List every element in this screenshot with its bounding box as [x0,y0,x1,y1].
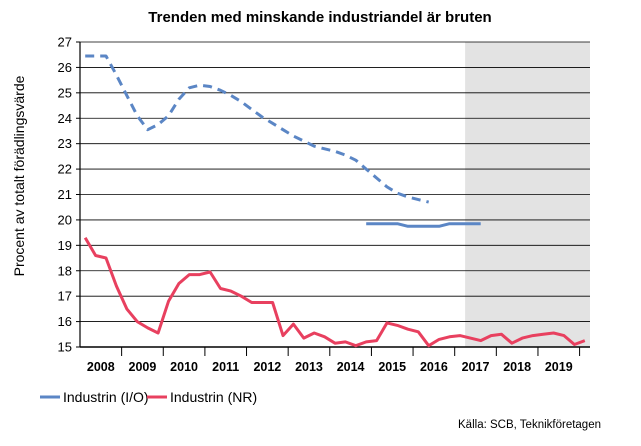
axes [76,41,590,356]
x-tick-label: 2018 [503,360,531,374]
series-line-nr [83,236,586,348]
x-tick-label: 2015 [378,360,406,374]
legend-label-nr: Industrin (NR) [170,389,257,405]
y-tick-label: 24 [58,111,72,126]
y-tick-label: 18 [58,263,72,278]
x-tick-label: 2017 [462,360,490,374]
chart-title: Trenden med minskande industriandel är b… [148,9,491,26]
y-tick-label: 19 [58,238,72,253]
x-tick-label: 2011 [212,360,239,374]
y-tick-label: 22 [58,162,72,177]
x-tick-label: 2008 [87,360,115,374]
x-tick-label: 2009 [129,360,157,374]
y-tick-label: 26 [58,60,72,75]
y-tick-label: 20 [58,212,72,227]
series-line-io-solid [366,222,481,228]
y-tick-label: 27 [58,35,72,50]
legend: Industrin (I/O) Industrin (NR) [40,389,257,405]
series-line-io-dashed [85,54,430,204]
y-tick-label: 15 [58,340,72,355]
source-note: Källa: SCB, Teknikföretagen [458,419,601,431]
y-tick-label: 23 [58,136,72,151]
legend-label-io: Industrin (I/O) [63,389,149,405]
x-tick-label: 2010 [170,360,198,374]
y-axis-label: Procent av totalt förädlingsvärde [11,75,27,276]
series-lines [83,54,586,348]
y-tick-label: 21 [58,187,72,202]
y-tick-labels: 15 16 17 18 19 20 21 22 23 24 25 26 27 [58,35,72,355]
y-tick-label: 25 [58,85,72,100]
x-tick-label: 2016 [420,360,448,374]
x-tick-label: 2019 [545,360,573,374]
x-tick-labels: 2008 2009 2010 2011 2012 2013 2014 2015 2016 2017… [87,360,573,374]
y-tick-label: 17 [58,289,72,304]
x-tick-label: 2012 [253,360,281,374]
x-tick-label: 2013 [295,360,323,374]
x-tick-label: 2014 [337,360,365,374]
y-tick-label: 16 [58,314,72,329]
